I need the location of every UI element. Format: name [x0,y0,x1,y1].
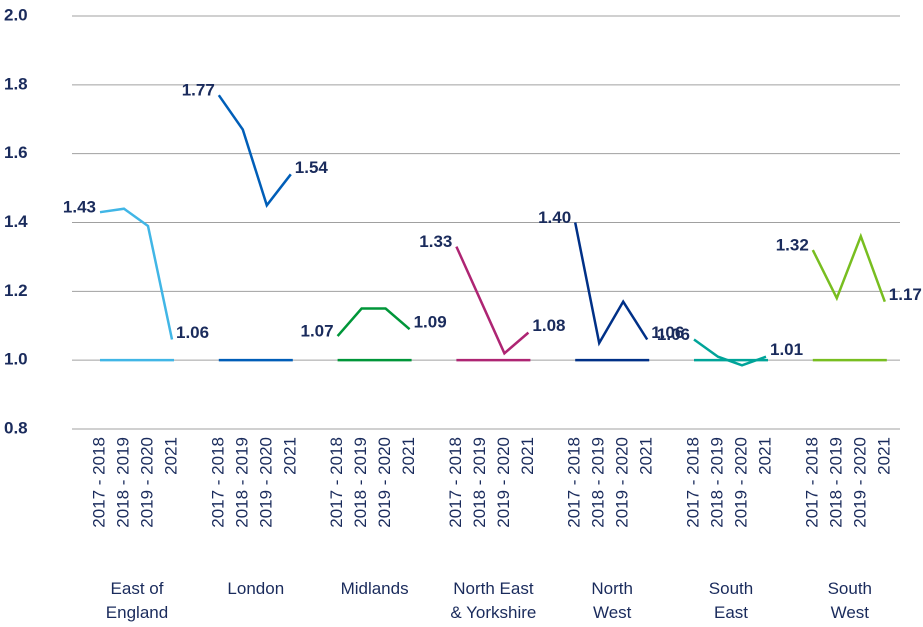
data-label: 1.01 [770,340,803,359]
x-tick-label: 2019 - 2020 [375,437,394,528]
data-label: 1.32 [776,236,809,255]
data-label: 1.09 [414,313,447,332]
y-tick-label: 1.8 [4,74,28,93]
category-label: North East & Yorkshire [450,579,537,622]
data-label: 1.08 [532,316,565,335]
series-line [811,232,886,303]
data-label: 1.17 [889,285,922,304]
data-label: 1.06 [176,323,209,342]
x-tick-label: 2018 - 2019 [589,437,608,528]
x-tick-label: 2017 - 2018 [89,437,108,528]
category-label: South East [708,579,754,622]
x-tick-label: 2021 [161,437,180,475]
x-tick-label: 2021 [518,437,537,475]
x-tick-label: 2021 [280,437,299,475]
x-tick-label: 2019 - 2020 [850,437,869,528]
category-label: London [227,579,285,598]
x-tick-label: 2017 - 2018 [327,437,346,528]
y-tick-label: 1.6 [4,143,28,162]
x-tick-label: 2018 - 2019 [113,437,132,528]
category-label: East of England [105,579,169,622]
x-tick-label: 2017 - 2018 [802,437,821,528]
series-line [99,207,174,340]
y-tick-label: 1.4 [4,212,28,231]
data-label: 1.77 [182,81,215,100]
x-tick-label: 2018 - 2019 [351,437,370,528]
category-label: Midlands [340,579,409,598]
x-tick-label: 2018 - 2019 [470,437,489,528]
data-label: 1.06 [651,323,684,342]
x-tick-label: 2017 - 2018 [683,437,702,528]
x-tick-label: 2019 - 2020 [137,437,156,528]
data-label: 1.43 [63,198,96,217]
data-label: 1.07 [301,322,334,341]
data-label: 1.33 [419,232,452,251]
data-label: 1.40 [538,208,571,227]
x-tick-label: 2021 [755,437,774,475]
series-line [217,94,292,208]
x-tick-label: 2021 [874,437,893,475]
x-tick-label: 2017 - 2018 [565,437,584,528]
x-tick-label: 2017 - 2018 [208,437,227,528]
data-label: 1.06 [657,325,690,344]
x-tick-label: 2021 [637,437,656,475]
series-line [336,307,411,337]
y-tick-label: 0.8 [4,418,28,437]
x-tick-label: 2019 - 2020 [256,437,275,528]
series-line [455,246,530,356]
x-tick-label: 2021 [399,437,418,475]
category-label: North West [591,579,633,622]
y-tick-label: 2.0 [4,5,28,24]
data-label: 1.54 [295,158,329,177]
series-line [573,222,649,347]
y-tick-label: 1.0 [4,350,28,369]
x-tick-label: 2018 - 2019 [707,437,726,528]
x-tick-label: 2018 - 2019 [232,437,251,528]
category-label: South West [827,579,873,622]
x-tick-label: 2017 - 2018 [446,437,465,528]
x-tick-label: 2019 - 2020 [613,437,632,528]
y-tick-label: 1.2 [4,281,28,300]
x-tick-label: 2019 - 2020 [494,437,513,528]
x-tick-label: 2018 - 2019 [826,437,845,528]
series-line [693,338,767,367]
x-tick-label: 2019 - 2020 [731,437,750,528]
